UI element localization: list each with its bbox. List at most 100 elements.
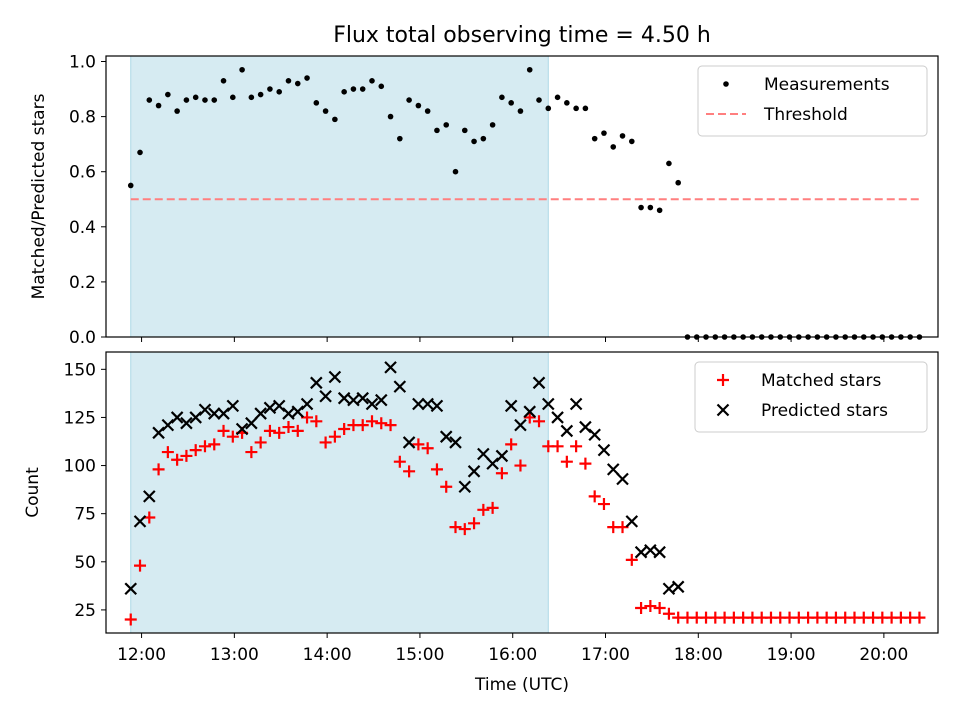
figure: Flux total observing time = 4.50 h 0.0 0.… — [0, 0, 960, 720]
y-tick-label: 0.2 — [69, 273, 96, 293]
measurement-point — [601, 130, 607, 136]
measurement-point — [332, 117, 338, 123]
measurement-point — [527, 67, 533, 73]
measurement-point — [648, 205, 654, 211]
predicted-star-point — [645, 545, 656, 556]
predicted-star-point — [673, 581, 684, 592]
y-tick-label: 0.4 — [69, 218, 96, 238]
measurement-point — [443, 122, 449, 128]
x-axis-label: Time (UTC) — [474, 675, 569, 695]
measurement-point — [425, 108, 431, 114]
measurement-point — [666, 161, 672, 167]
matched-star-point — [552, 440, 564, 452]
x-tick-label: 15:00 — [395, 645, 444, 665]
predicted-star-point — [636, 547, 647, 558]
y-tick-label: 0.6 — [69, 163, 96, 183]
legend-label: Measurements — [764, 75, 890, 95]
x-tick-label: 12:00 — [117, 645, 166, 665]
measurement-point — [128, 183, 134, 189]
matched-star-point — [579, 458, 591, 470]
measurement-point — [202, 97, 208, 103]
measurement-point — [453, 169, 459, 175]
measurement-point — [610, 144, 616, 150]
legend-marker-measurements — [723, 81, 729, 87]
bottom-panel-counts: 12:0013:0014:0015:0016:0017:0018:0019:00… — [23, 352, 938, 695]
measurement-point — [211, 97, 217, 103]
x-tick-label: 14:00 — [303, 645, 352, 665]
measurement-point — [471, 139, 477, 145]
measurement-point — [314, 100, 320, 106]
measurement-point — [499, 95, 505, 101]
measurement-point — [481, 136, 487, 142]
y-tick-label: 100 — [64, 457, 96, 477]
measurement-point — [555, 95, 561, 101]
measurement-point — [137, 150, 143, 156]
measurement-point — [230, 95, 236, 101]
top-panel-ratio: 0.00.20.40.60.81.0Matched/Predicted star… — [29, 53, 938, 348]
measurement-point — [258, 92, 264, 98]
measurement-point — [592, 136, 598, 142]
y-axis-label: Matched/Predicted stars — [29, 93, 49, 299]
measurement-point — [378, 84, 384, 90]
legend-label: Predicted stars — [761, 401, 888, 421]
x-tick-label: 18:00 — [674, 645, 723, 665]
measurement-point — [165, 92, 171, 98]
matched-star-point — [589, 490, 601, 502]
x-tick-label: 13:00 — [210, 645, 259, 665]
predicted-star-point — [552, 412, 563, 423]
predicted-star-point — [626, 516, 637, 527]
measurement-point — [341, 89, 347, 95]
measurement-point — [657, 207, 663, 213]
predicted-star-point — [608, 464, 619, 475]
predicted-star-point — [571, 398, 582, 409]
predicted-star-point — [580, 422, 591, 433]
measurement-point — [397, 136, 403, 142]
matched-star-point — [570, 440, 582, 452]
measurement-point — [286, 78, 292, 84]
measurement-point — [249, 95, 255, 101]
predicted-star-point — [663, 583, 674, 594]
measurement-point — [462, 128, 468, 134]
matched-star-point — [913, 612, 925, 624]
measurement-point — [508, 100, 514, 106]
predicted-star-point — [654, 547, 665, 558]
matched-star-point — [654, 602, 666, 614]
measurement-point — [295, 81, 301, 87]
x-tick-label: 19:00 — [767, 645, 816, 665]
predicted-star-point — [589, 429, 600, 440]
measurement-point — [193, 95, 199, 101]
matched-star-point — [644, 600, 656, 612]
measurement-point — [156, 103, 162, 109]
y-tick-label: 150 — [64, 360, 96, 380]
measurement-point — [388, 114, 394, 120]
x-tick-label: 16:00 — [488, 645, 537, 665]
chart-title: Flux total observing time = 4.50 h — [333, 23, 711, 48]
y-tick-label: 75 — [74, 505, 96, 525]
measurement-point — [675, 180, 681, 186]
measurement-point — [221, 78, 227, 84]
measurement-point — [369, 78, 375, 84]
measurement-point — [583, 106, 589, 112]
measurement-point — [564, 100, 570, 106]
y-axis-label: Count — [23, 467, 43, 518]
measurement-point — [629, 139, 635, 145]
matched-star-point — [635, 602, 647, 614]
measurement-point — [406, 97, 412, 103]
predicted-star-point — [561, 425, 572, 436]
matched-star-point — [626, 554, 638, 566]
predicted-star-point — [598, 445, 609, 456]
measurement-point — [416, 103, 422, 109]
measurement-point — [323, 108, 329, 114]
measurement-point — [239, 67, 245, 73]
measurement-point — [147, 97, 153, 103]
measurement-point — [638, 205, 644, 211]
measurement-point — [573, 106, 579, 112]
y-tick-label: 50 — [74, 553, 96, 573]
measurement-point — [518, 108, 524, 114]
measurement-point — [620, 133, 626, 139]
y-tick-label: 0.0 — [69, 328, 96, 348]
measurement-point — [434, 128, 440, 134]
measurement-point — [536, 97, 542, 103]
legend-label: Threshold — [763, 105, 848, 125]
measurement-point — [267, 86, 273, 92]
